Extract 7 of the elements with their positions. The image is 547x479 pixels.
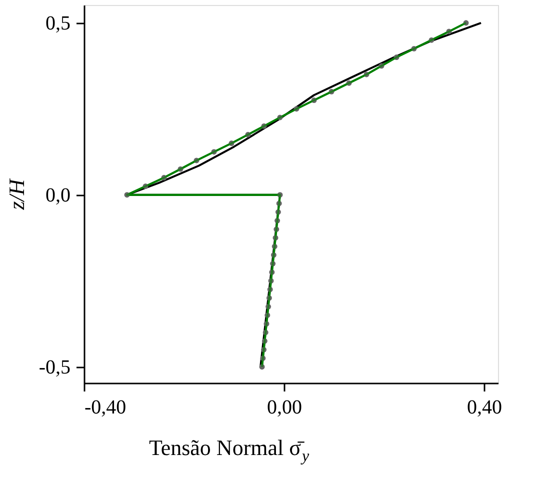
y-axis-title: z/H <box>4 178 29 211</box>
x-tick-label: -0,40 <box>84 396 126 418</box>
y-tick-label: 0,5 <box>46 12 70 34</box>
x-tick-label: 0,00 <box>267 396 302 418</box>
x-tick-label: 0,40 <box>467 396 502 418</box>
y-tick-label: -0,5 <box>38 356 70 378</box>
y-tick-label: 0,0 <box>46 184 70 206</box>
